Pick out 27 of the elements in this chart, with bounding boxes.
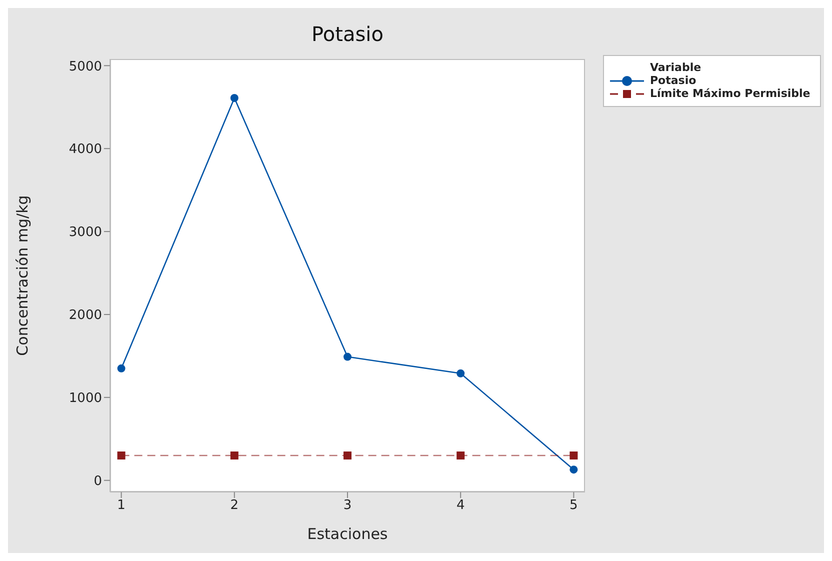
legend-label: Potasio (650, 74, 696, 87)
x-tick-label: 5 (570, 498, 578, 514)
point (344, 452, 352, 460)
x-axis-title: Estaciones (307, 525, 388, 543)
x-tick-label: 2 (230, 498, 239, 514)
y-tick-label: 5000 (68, 59, 102, 74)
y-tick-label: 3000 (68, 225, 102, 240)
point (230, 94, 238, 102)
point (230, 452, 238, 460)
point (344, 352, 352, 361)
legend-label: Límite Máximo Permisible (650, 87, 810, 100)
x-tick-label: 1 (117, 498, 126, 514)
y-tick-label: 0 (94, 474, 102, 489)
legend-title: Variable (649, 61, 702, 74)
chart-title: Potasio (310, 22, 384, 46)
y-tick-label: 4000 (68, 142, 102, 158)
point (117, 452, 126, 460)
point (570, 452, 578, 460)
x-tick-label: 3 (343, 498, 352, 514)
y-axis-title: Concentración mg/kg (13, 195, 32, 356)
point (456, 369, 465, 378)
x-tick-label: 4 (456, 498, 465, 514)
point (117, 364, 126, 372)
y-tick-label: 1000 (68, 391, 102, 406)
point (570, 466, 578, 474)
y-tick-label: 2000 (68, 308, 102, 324)
point (456, 452, 465, 460)
